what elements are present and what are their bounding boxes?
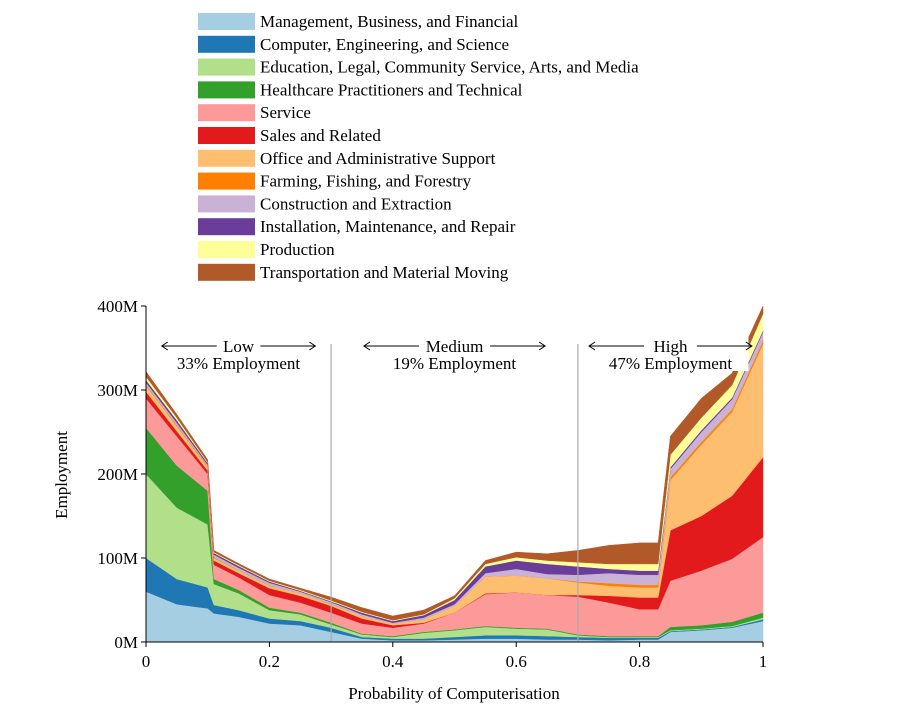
- y-tick-label: 0M: [114, 633, 138, 652]
- legend-label: Construction and Extraction: [260, 194, 452, 213]
- legend-swatch: [198, 218, 255, 236]
- legend-swatch: [198, 104, 255, 122]
- legend-swatch: [198, 241, 255, 258]
- legend-label: Installation, Maintenance, and Repair: [260, 217, 516, 236]
- legend-swatch: [198, 58, 255, 76]
- area-layers: [145, 305, 764, 643]
- arrow-left-head: [588, 341, 596, 351]
- legend-swatch: [198, 195, 255, 213]
- arrow-right-head: [538, 341, 547, 351]
- legend-swatch: [198, 149, 255, 167]
- axes: 0M 100M 200M 300M 400M 0 0.2 0.4 0.6 0.8 1: [97, 297, 767, 671]
- arrow-left-head: [160, 341, 169, 351]
- region-label: Medium: [426, 337, 484, 356]
- legend-swatch: [198, 35, 255, 53]
- region-label: Low: [223, 337, 255, 356]
- legend-swatch: [198, 13, 255, 30]
- legend-label: Transportation and Material Moving: [260, 263, 509, 282]
- region-label: High: [653, 337, 688, 356]
- arrow-left-head: [362, 341, 371, 351]
- y-tick-label: 200M: [97, 465, 138, 484]
- area-series-12: [145, 305, 764, 621]
- legend-swatch: [198, 127, 255, 144]
- region-dividers: [330, 344, 579, 642]
- legend-label: Production: [260, 240, 335, 259]
- legend-label: Service: [260, 103, 311, 122]
- legend-swatch: [198, 263, 255, 281]
- legend-label: Sales and Related: [260, 126, 381, 145]
- region-share: 19% Employment: [393, 354, 517, 373]
- legend-label: Education, Legal, Community Service, Art…: [260, 58, 639, 77]
- y-tick-label: 100M: [97, 549, 138, 568]
- x-tick-label: 1: [759, 652, 768, 671]
- legend-label: Computer, Engineering, and Science: [260, 35, 509, 54]
- legend-label: Office and Administrative Support: [260, 149, 496, 168]
- x-tick-label: 0.2: [259, 652, 280, 671]
- region-share: 33% Employment: [177, 354, 301, 373]
- x-tick-label: 0.4: [382, 652, 404, 671]
- x-tick-label: 0.6: [506, 652, 527, 671]
- legend-label: Healthcare Practitioners and Technical: [260, 80, 523, 99]
- legend-label: Management, Business, and Financial: [260, 12, 519, 31]
- legend-label: Farming, Fishing, and Forestry: [260, 172, 472, 191]
- arrow-right-head: [309, 341, 317, 351]
- legend: Management, Business, and Financial Compu…: [198, 12, 639, 282]
- x-tick-label: 0: [142, 652, 151, 671]
- x-axis-label: Probability of Computerisation: [348, 684, 560, 703]
- y-tick-label: 300M: [97, 381, 138, 400]
- arrow-right-head: [745, 341, 753, 351]
- y-axis-label: Employment: [52, 431, 71, 519]
- y-tick-label: 400M: [97, 297, 138, 316]
- region-share: 47% Employment: [609, 354, 733, 373]
- legend-swatch: [198, 172, 255, 190]
- x-tick-label: 0.8: [629, 652, 650, 671]
- annotation-background: [592, 337, 749, 371]
- legend-swatch: [198, 81, 255, 99]
